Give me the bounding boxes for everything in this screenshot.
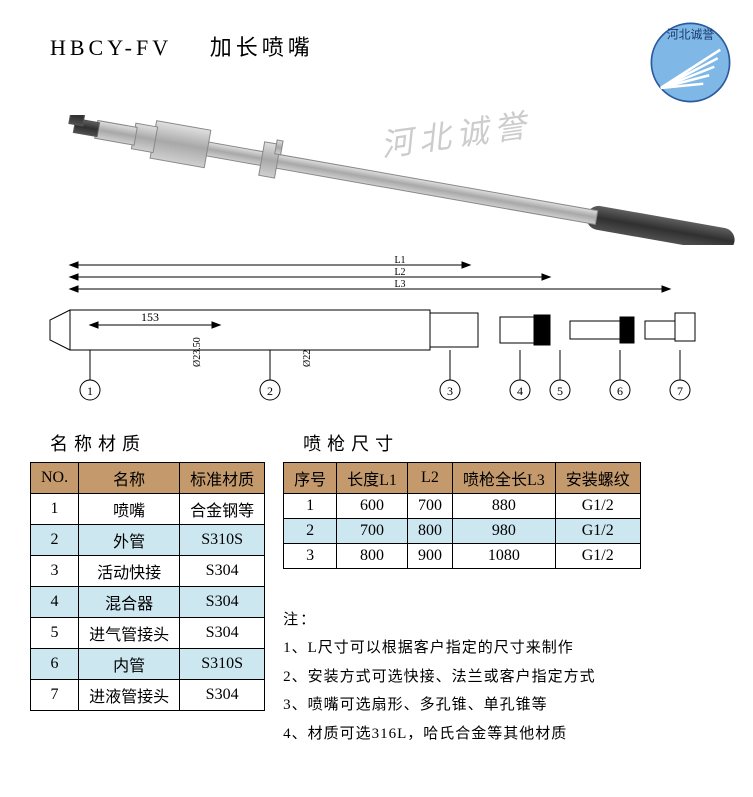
table-cell: S304 [180,618,265,649]
size-header: 序号 [284,463,337,494]
table-cell: 700 [337,519,408,544]
svg-text:L3: L3 [394,279,405,290]
table-cell: 进液管接头 [79,680,180,711]
notes-block: 注： 1、L尺寸可以根据客户指定的尺寸来制作2、安装方式可选快接、法兰或客户指定… [283,577,723,777]
table-row: 6内管S310S [31,649,265,680]
note-line: 3、喷嘴可选扇形、多孔锥、单孔锥等 [283,691,723,720]
table-row: 2外管S310S [31,525,265,556]
table-row: 2700800980G1/2 [284,519,641,544]
svg-text:L1: L1 [394,255,405,266]
table-cell: 600 [337,494,408,519]
table-row: 1喷嘴合金钢等 [31,494,265,525]
note-line: 2、安装方式可选快接、法兰或客户指定方式 [283,663,723,692]
size-table-block: 喷枪尺寸 序号长度L1L2喷枪全长L3安装螺纹 1600700880G1/227… [283,430,723,777]
table-cell: S304 [180,680,265,711]
svg-text:1: 1 [87,384,93,398]
logo-text: 河北诚誉 [667,28,715,42]
table-cell: 5 [31,618,79,649]
table-cell: S304 [180,556,265,587]
table-cell: 喷嘴 [79,494,180,525]
callout-1: 1 [80,350,100,400]
engineering-drawing: L1 L2 L3 153 Ø23.50 Ø22 1 2 3 4 5 6 7 [30,255,723,415]
table-cell: 3 [31,556,79,587]
table-row: 1600700880G1/2 [284,494,641,519]
table-cell: 合金钢等 [180,494,265,525]
svg-text:3: 3 [447,384,453,398]
table-cell: G1/2 [555,544,640,569]
svg-text:6: 6 [617,384,623,398]
size-header: 安装螺纹 [555,463,640,494]
table-cell: S310S [180,649,265,680]
callout-5: 5 [550,350,570,400]
svg-text:2: 2 [267,384,273,398]
svg-text:5: 5 [557,384,563,398]
table-cell: 内管 [79,649,180,680]
callout-6: 6 [610,350,630,400]
table-cell: 进气管接头 [79,618,180,649]
size-table-title: 喷枪尺寸 [303,430,723,456]
callout-4: 4 [510,350,530,400]
table-cell: 1 [284,494,337,519]
table-cell: 980 [452,519,555,544]
table-cell: G1/2 [555,519,640,544]
note-line: 1、L尺寸可以根据客户指定的尺寸来制作 [283,634,723,663]
table-cell: 2 [31,525,79,556]
table-cell: 混合器 [79,587,180,618]
table-cell: 7 [31,680,79,711]
material-header: NO. [31,463,79,494]
table-cell: 活动快接 [79,556,180,587]
product-title: 加长喷嘴 [210,35,314,60]
table-row: 5进气管接头S304 [31,618,265,649]
callout-2: 2 [260,350,280,400]
size-header: L2 [407,463,452,494]
table-row: 38009001080G1/2 [284,544,641,569]
material-header: 标准材质 [180,463,265,494]
title-block: HBCY-FV 加长喷嘴 [50,30,314,62]
tables-row: 名称材质 NO.名称标准材质 1喷嘴合金钢等2外管S310S3活动快接S3044… [20,430,733,777]
size-header: 喷枪全长L3 [452,463,555,494]
table-cell: 1080 [452,544,555,569]
table-cell: S310S [180,525,265,556]
table-cell: 880 [452,494,555,519]
table-cell: 700 [407,494,452,519]
table-cell: G1/2 [555,494,640,519]
svg-text:4: 4 [517,384,523,398]
diam1: Ø23.50 [192,337,203,367]
table-cell: 800 [337,544,408,569]
header: HBCY-FV 加长喷嘴 河北诚誉 [20,20,733,105]
table-cell: 6 [31,649,79,680]
svg-text:L2: L2 [394,267,405,278]
material-table-title: 名称材质 [50,430,265,456]
material-table: NO.名称标准材质 1喷嘴合金钢等2外管S310S3活动快接S3044混合器S3… [30,462,265,711]
table-cell: 800 [407,519,452,544]
note-line: 4、材质可选316L，哈氏合金等其他材质 [283,720,723,749]
svg-text:7: 7 [677,384,683,398]
table-cell: S304 [180,587,265,618]
table-cell: 1 [31,494,79,525]
product-render [50,115,703,245]
table-cell: 900 [407,544,452,569]
dim-153: 153 [141,310,159,324]
size-table: 序号长度L1L2喷枪全长L3安装螺纹 1600700880G1/22700800… [283,462,641,569]
table-cell: 2 [284,519,337,544]
material-header: 名称 [79,463,180,494]
brand-logo: 河北诚誉 [648,20,733,105]
diam2: Ø22 [302,350,313,367]
table-row: 4混合器S304 [31,587,265,618]
table-cell: 外管 [79,525,180,556]
table-row: 7进液管接头S304 [31,680,265,711]
table-row: 3活动快接S304 [31,556,265,587]
callout-3: 3 [440,350,460,400]
material-table-block: 名称材质 NO.名称标准材质 1喷嘴合金钢等2外管S310S3活动快接S3044… [30,430,265,711]
size-header: 长度L1 [337,463,408,494]
table-cell: 4 [31,587,79,618]
notes-title: 注： [283,612,317,628]
table-cell: 3 [284,544,337,569]
model-code: HBCY-FV [50,35,172,60]
callout-7: 7 [670,350,690,400]
